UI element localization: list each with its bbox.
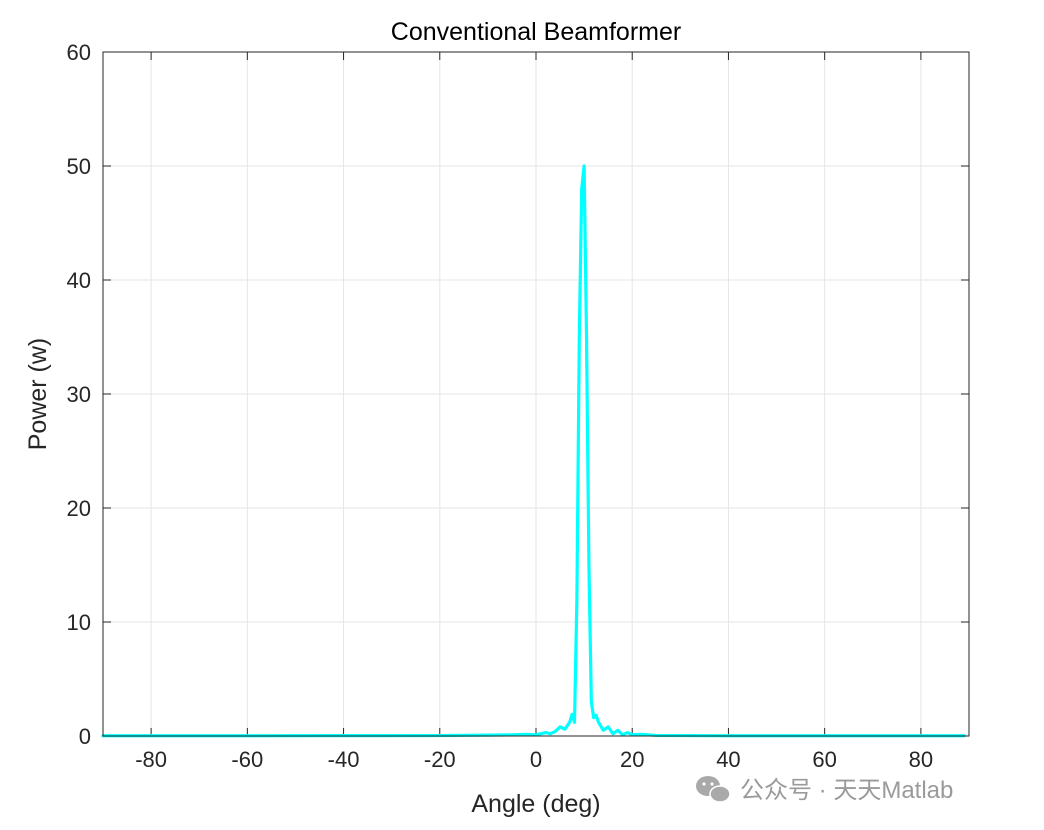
axes-box (102, 51, 970, 737)
y-tick-label: 40 (67, 268, 91, 293)
x-axis-label: Angle (deg) (471, 790, 600, 818)
y-tick-label: 30 (67, 382, 91, 407)
x-tick-label: -60 (231, 747, 263, 772)
x-tick-label: -80 (135, 747, 167, 772)
y-tick-label: 0 (79, 724, 91, 749)
axis-ticks (103, 51, 969, 737)
watermark-text: 公众号 · 天天Matlab (740, 777, 953, 804)
y-tick-label: 50 (67, 154, 91, 179)
x-tick-label: 60 (812, 747, 836, 772)
y-tick-label: 10 (67, 610, 91, 635)
x-tick-label: 80 (909, 747, 933, 772)
series-line-0 (101, 164, 966, 738)
x-tick-label: -40 (328, 747, 360, 772)
wechat-icon (696, 776, 731, 803)
y-tick-label: 20 (67, 496, 91, 521)
series-layer (101, 164, 966, 738)
y-axis-label: Power (w) (24, 338, 52, 451)
tick-labels: -80 -60 -40 -20 0 20 40 60 80 0 10 20 30 40 50 60 (67, 40, 934, 772)
x-tick-label: 0 (530, 747, 542, 772)
chart-title: Conventional Beamformer (391, 18, 681, 46)
x-tick-label: 20 (620, 747, 644, 772)
x-tick-label: 40 (716, 747, 740, 772)
y-tick-label: 60 (67, 40, 91, 65)
watermark: 公众号 · 天天Matlab (696, 776, 953, 804)
x-tick-label: -20 (424, 747, 456, 772)
